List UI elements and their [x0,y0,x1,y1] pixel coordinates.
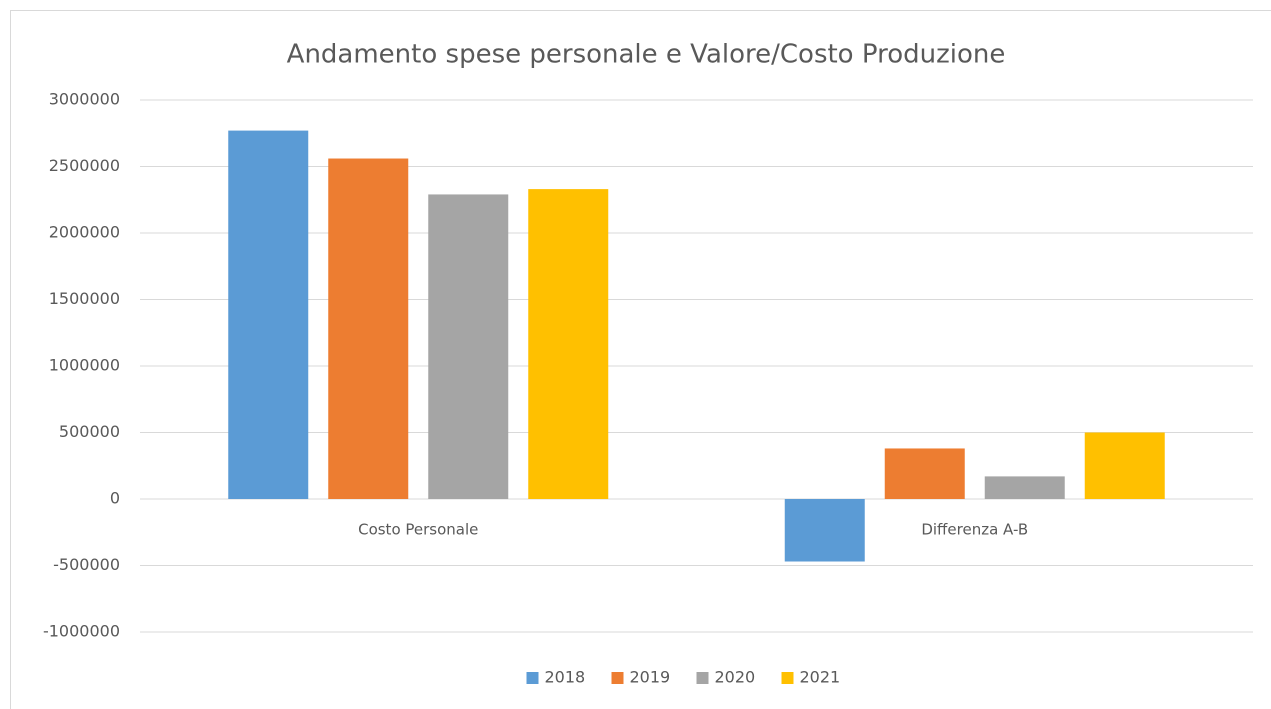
bar [1084,432,1165,499]
y-tick-label: 0 [110,489,120,508]
bar [328,158,409,499]
chart-title: Andamento spese personale e Valore/Costo… [287,40,1006,70]
x-tick-label: Differenza A-B [921,521,1028,539]
legend-label: 2018 [545,668,586,687]
bar [228,130,309,499]
x-tick-label: Costo Personale [358,521,478,539]
bar [784,499,865,562]
legend-label: 2020 [715,668,756,687]
y-tick-label: -1000000 [43,622,120,641]
bar [884,448,965,499]
y-tick-label: 1500000 [49,289,120,308]
legend-swatch [611,672,624,684]
chart-border [10,10,1271,709]
bar [428,194,509,499]
y-tick-label: 2000000 [49,223,120,242]
y-tick-label: 500000 [59,422,120,441]
legend-label: 2019 [630,668,671,687]
legend-label: 2021 [800,668,841,687]
bar [528,189,609,500]
y-tick-label: 2500000 [49,156,120,175]
y-tick-label: 3000000 [49,90,120,109]
legend-swatch [781,672,794,684]
y-tick-label: 1000000 [49,356,120,375]
bar [984,476,1065,499]
y-tick-label: -500000 [53,555,120,574]
legend-swatch [696,672,709,684]
legend-swatch [526,672,539,684]
